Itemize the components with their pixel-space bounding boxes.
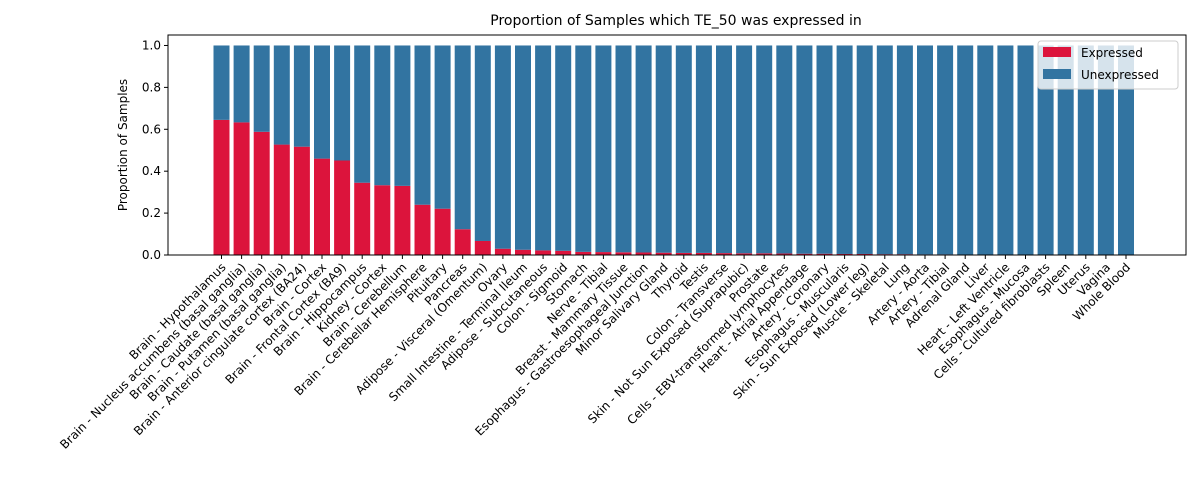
legend-label-unexpressed: Unexpressed xyxy=(1081,68,1159,82)
bar-unexpressed-36 xyxy=(937,45,954,255)
bar-unexpressed-3 xyxy=(273,45,290,145)
bar-unexpressed-1 xyxy=(233,45,250,123)
bar-unexpressed-13 xyxy=(474,45,491,241)
y-axis-label: Proportion of Samples xyxy=(116,79,130,211)
bar-unexpressed-41 xyxy=(1037,45,1054,256)
bar-unexpressed-40 xyxy=(1017,45,1034,256)
bar-unexpressed-33 xyxy=(876,45,893,255)
plot-frame xyxy=(167,34,1187,256)
bar-expressed-26 xyxy=(736,253,753,255)
bar-unexpressed-31 xyxy=(836,45,853,254)
y-tick-label: 0.8 xyxy=(142,80,161,94)
bar-expressed-7 xyxy=(354,182,371,255)
bar-expressed-19 xyxy=(595,252,612,255)
bar-unexpressed-7 xyxy=(354,45,371,183)
bar-unexpressed-38 xyxy=(977,45,994,256)
bar-unexpressed-23 xyxy=(675,45,692,253)
legend-label-expressed: Expressed xyxy=(1081,46,1143,60)
bar-unexpressed-22 xyxy=(655,45,672,253)
bar-unexpressed-25 xyxy=(716,45,732,254)
bar-unexpressed-2 xyxy=(253,45,270,132)
bar-unexpressed-4 xyxy=(293,45,310,147)
bar-expressed-29 xyxy=(796,253,813,255)
bar-expressed-24 xyxy=(695,252,712,255)
bars-layer xyxy=(213,45,1134,256)
bar-unexpressed-30 xyxy=(816,45,833,254)
bar-unexpressed-32 xyxy=(856,45,873,254)
bar-expressed-11 xyxy=(434,208,451,255)
bar-unexpressed-10 xyxy=(414,45,431,205)
bar-expressed-9 xyxy=(394,185,411,255)
legend-box xyxy=(1037,40,1179,90)
bar-expressed-5 xyxy=(314,158,330,255)
bar-unexpressed-37 xyxy=(957,45,974,256)
bar-expressed-14 xyxy=(494,248,511,255)
bar-unexpressed-35 xyxy=(917,45,933,255)
bar-expressed-17 xyxy=(555,250,572,255)
bar-unexpressed-45 xyxy=(1118,45,1134,256)
chart-title: Proportion of Samples which TE_50 was ex… xyxy=(490,13,861,29)
bar-unexpressed-24 xyxy=(695,45,712,253)
bar-unexpressed-39 xyxy=(997,45,1014,256)
bar-expressed-2 xyxy=(253,131,270,255)
bar-unexpressed-0 xyxy=(213,45,230,120)
bar-unexpressed-19 xyxy=(595,45,612,253)
bar-expressed-22 xyxy=(655,252,672,255)
bar-expressed-21 xyxy=(635,252,652,255)
y-tick-label: 1.0 xyxy=(142,38,161,52)
bar-expressed-10 xyxy=(414,204,431,255)
bar-expressed-1 xyxy=(233,122,250,256)
bar-unexpressed-34 xyxy=(896,45,913,255)
bar-expressed-28 xyxy=(776,253,793,255)
bar-unexpressed-43 xyxy=(1077,45,1094,256)
y-tick-label: 0.2 xyxy=(142,206,161,220)
y-tick-label: 0.0 xyxy=(142,248,161,262)
bar-unexpressed-21 xyxy=(635,45,652,253)
bar-unexpressed-16 xyxy=(535,45,552,251)
bar-expressed-20 xyxy=(615,252,632,255)
bar-expressed-18 xyxy=(575,251,592,255)
bar-unexpressed-20 xyxy=(615,45,632,253)
bar-unexpressed-9 xyxy=(394,45,411,186)
bar-unexpressed-42 xyxy=(1057,45,1074,256)
bar-expressed-23 xyxy=(675,252,692,255)
bar-unexpressed-26 xyxy=(736,45,753,254)
bar-unexpressed-17 xyxy=(555,45,572,251)
bar-unexpressed-8 xyxy=(374,45,391,186)
bar-expressed-30 xyxy=(816,253,833,255)
bar-unexpressed-12 xyxy=(454,45,471,230)
bar-unexpressed-18 xyxy=(575,45,592,252)
bar-expressed-13 xyxy=(474,240,491,255)
bar-unexpressed-28 xyxy=(776,45,793,254)
bar-expressed-16 xyxy=(535,250,552,255)
bar-expressed-31 xyxy=(836,253,853,255)
bar-unexpressed-6 xyxy=(334,45,351,161)
legend: Expressed Unexpressed xyxy=(1037,40,1179,90)
bar-unexpressed-15 xyxy=(515,45,531,250)
y-axis: 0.0 0.2 0.4 0.6 0.8 1.0 xyxy=(142,38,168,262)
bar-expressed-6 xyxy=(334,160,351,255)
bar-unexpressed-5 xyxy=(314,45,330,159)
bar-expressed-27 xyxy=(756,253,773,255)
bar-expressed-0 xyxy=(213,119,230,255)
legend-swatch-unexpressed xyxy=(1043,69,1071,79)
bar-unexpressed-27 xyxy=(756,45,773,254)
bar-expressed-4 xyxy=(293,146,310,255)
legend-swatch-expressed xyxy=(1043,47,1071,57)
bar-unexpressed-11 xyxy=(434,45,451,209)
bar-expressed-8 xyxy=(374,185,391,255)
bar-expressed-3 xyxy=(273,144,290,255)
bar-expressed-32 xyxy=(856,253,873,255)
bar-expressed-12 xyxy=(454,229,471,255)
y-tick-label: 0.4 xyxy=(142,164,161,178)
bar-expressed-15 xyxy=(515,249,531,255)
bar-expressed-25 xyxy=(716,253,732,255)
bar-unexpressed-14 xyxy=(494,45,511,249)
bar-unexpressed-29 xyxy=(796,45,813,254)
bar-unexpressed-44 xyxy=(1097,45,1114,256)
y-tick-label: 0.6 xyxy=(142,122,161,136)
